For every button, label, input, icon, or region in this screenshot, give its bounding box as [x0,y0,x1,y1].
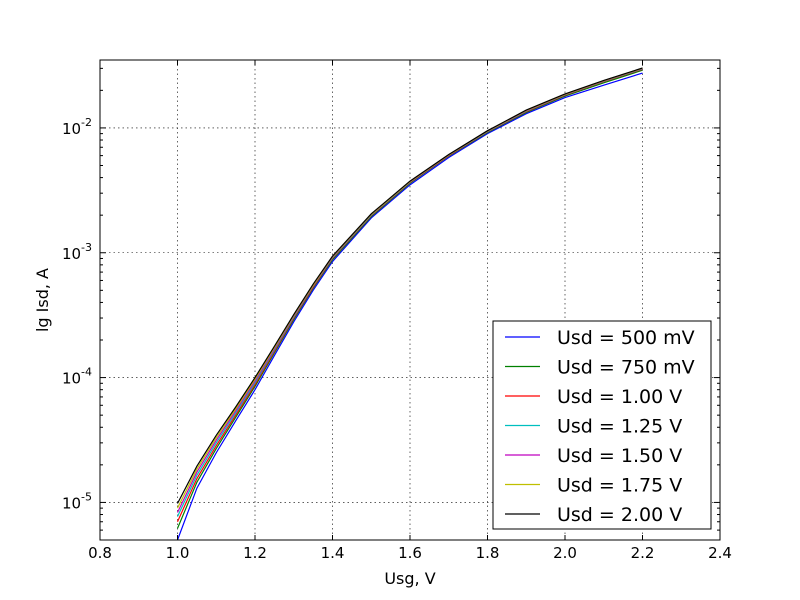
series-line [176,69,643,529]
x-tick-label: 1.8 [476,544,500,562]
x-tick-label: 1.0 [166,544,190,562]
legend-label: Usd = 500 mV [557,327,695,349]
x-tick-label: 0.8 [88,544,112,562]
y-tick-labels: 10-5 10-4 10-3 10-2 [62,116,92,513]
axis-ticks [99,60,721,540]
legend-label: Usd = 1.75 V [557,475,682,497]
y-tick-label: 10-5 [62,490,92,512]
x-tick-label: 1.6 [398,544,422,562]
x-tick-label: 1.2 [243,544,267,562]
legend-label: Usd = 750 mV [557,357,695,379]
legend-label: Usd = 2.00 V [557,504,682,526]
grid [100,60,720,540]
x-tick-label: 1.4 [321,544,345,562]
legend-label: Usd = 1.25 V [557,416,682,438]
legend-label: Usd = 1.00 V [557,386,682,408]
series-line [176,72,643,541]
x-tick-label: 2.4 [708,544,732,562]
legend: Usd = 500 mV Usd = 750 mV Usd = 1.00 V Usd … [492,320,712,530]
series-lines [176,67,643,541]
x-tick-labels: 0.8 1.0 1.2 1.4 1.6 1.8 2.0 2.2 2.4 [88,544,732,562]
y-tick-label: 10-4 [62,366,92,388]
legend-label: Usd = 1.50 V [557,445,682,467]
x-axis-label: Usg, V [384,569,435,588]
y-tick-label: 10-2 [62,116,92,138]
y-axis-label: lg Isd, A [33,268,52,332]
x-tick-label: 2.0 [553,544,577,562]
x-tick-label: 2.2 [631,544,655,562]
series-line [176,67,643,504]
y-tick-label: 10-3 [62,241,92,263]
